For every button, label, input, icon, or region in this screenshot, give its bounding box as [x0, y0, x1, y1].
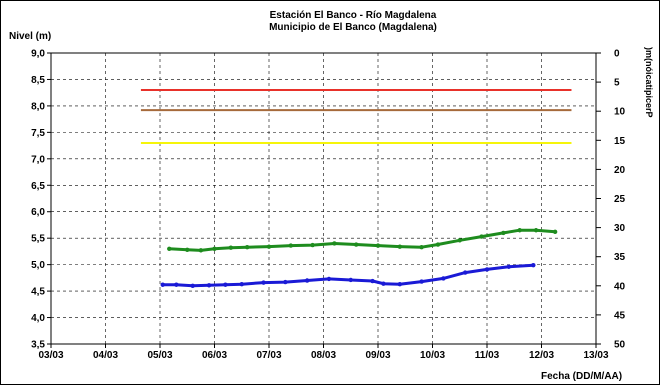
y-tick-label: 4,0 [31, 313, 45, 324]
series-0-point [533, 228, 539, 233]
y2-axis-label: )m(nóicatipicerP [644, 47, 654, 118]
chart-subtitle: Municipio de El Banco (Magdalena) [269, 22, 437, 33]
series-0-point [332, 241, 337, 246]
y-tick-label: 6,5 [31, 181, 45, 192]
series-0-point [266, 244, 272, 249]
plot-frame [50, 52, 597, 345]
series-line-1 [162, 263, 534, 288]
series-0-point [419, 244, 424, 250]
axes: 3,5 4,0 4,5 5,0 5,5 6,0 6,5 7,0 7,5 8,0 8,5 9,0 03/0… [31, 49, 625, 362]
y-tick-label: 3,5 [31, 340, 45, 351]
chart-title: Estación El Banco - Río Magdalena [270, 10, 437, 21]
y-tick-label: 7,5 [31, 128, 45, 139]
grid [50, 52, 597, 345]
y-tick-label: 8,0 [31, 101, 45, 112]
y-tick-label: 7,0 [31, 154, 45, 165]
x-tick-label: 07/03 [256, 350, 281, 361]
series-1-point [419, 279, 424, 284]
series-0-point [167, 246, 172, 251]
y2-tick-label: 50 [614, 340, 626, 351]
series-0-point [228, 245, 234, 250]
y2-tick-label: 10 [614, 107, 626, 118]
y2-tick-label: 30 [614, 223, 626, 234]
x-tick-label: 08/03 [311, 350, 336, 361]
y-tick-label: 4,5 [31, 287, 45, 298]
series-1-point [304, 278, 310, 283]
y2-tick-label: 20 [614, 165, 626, 176]
series-0-point [501, 230, 506, 236]
y-tick-label: 5,0 [31, 260, 45, 271]
series-1-point [463, 270, 468, 275]
series-line-0 [169, 228, 556, 252]
series-1-point [160, 282, 165, 287]
series-0-point [517, 228, 522, 233]
series-1-point [348, 277, 353, 283]
series-1-point [397, 282, 402, 287]
x-tick-label: 05/03 [147, 350, 172, 361]
y2-tick-label: 15 [614, 136, 626, 147]
x-tick-label: 12/03 [529, 350, 554, 361]
y-tick-label: 5,5 [31, 234, 45, 245]
series-1-point [261, 280, 266, 285]
y-axis-label: Nivel (m) [9, 31, 51, 42]
series-0-point [185, 247, 190, 253]
series-0-point [375, 243, 381, 248]
series-0-point [354, 242, 359, 247]
series-1-point [206, 283, 212, 288]
y2-tick-label: 25 [614, 194, 626, 205]
series-0-point [457, 238, 462, 243]
series-0-point [552, 229, 558, 235]
series-1-point [370, 278, 375, 284]
y2-tick-label: 40 [614, 281, 626, 292]
series-0-point [212, 246, 217, 251]
series-1-point [381, 281, 386, 286]
series-1-point [239, 282, 244, 287]
series-0-point [288, 243, 293, 248]
y2-tick-label: 5 [614, 78, 620, 89]
y2-tick-label: 45 [614, 310, 626, 321]
y-tick-label: 8,5 [31, 75, 45, 86]
x-tick-label: 09/03 [365, 350, 390, 361]
y2-tick-label: 35 [614, 252, 626, 263]
series-0-point [198, 248, 204, 253]
x-tick-label: 11/03 [475, 350, 500, 361]
series-0-point [435, 242, 441, 247]
y-tick-label: 9,0 [31, 49, 45, 60]
series-1-point [174, 282, 179, 287]
series-0-point [245, 244, 250, 250]
x-tick-label: 13/03 [583, 350, 608, 361]
series-1-point [531, 262, 536, 268]
series-1-point [326, 276, 332, 282]
threshold-lines [140, 89, 572, 144]
series-1-point [283, 279, 288, 285]
x-tick-label: 04/03 [93, 350, 118, 361]
series-1-point [190, 283, 195, 288]
series-layer [160, 228, 558, 288]
y-tick-label: 6,0 [31, 207, 45, 218]
series-1-point [484, 267, 490, 272]
series-1-point [506, 264, 511, 269]
x-axis-label: Fecha (DD/M/AA) [541, 371, 622, 382]
series-1-point [441, 276, 446, 281]
x-tick-label: 03/03 [38, 350, 63, 361]
series-1-point [223, 282, 228, 287]
series-0-point [397, 244, 402, 249]
y2-tick-label: 0 [614, 49, 620, 60]
series-0-point [479, 234, 484, 239]
x-tick-label: 06/03 [202, 350, 227, 361]
series-0-point [310, 242, 315, 248]
x-tick-label: 10/03 [420, 350, 445, 361]
